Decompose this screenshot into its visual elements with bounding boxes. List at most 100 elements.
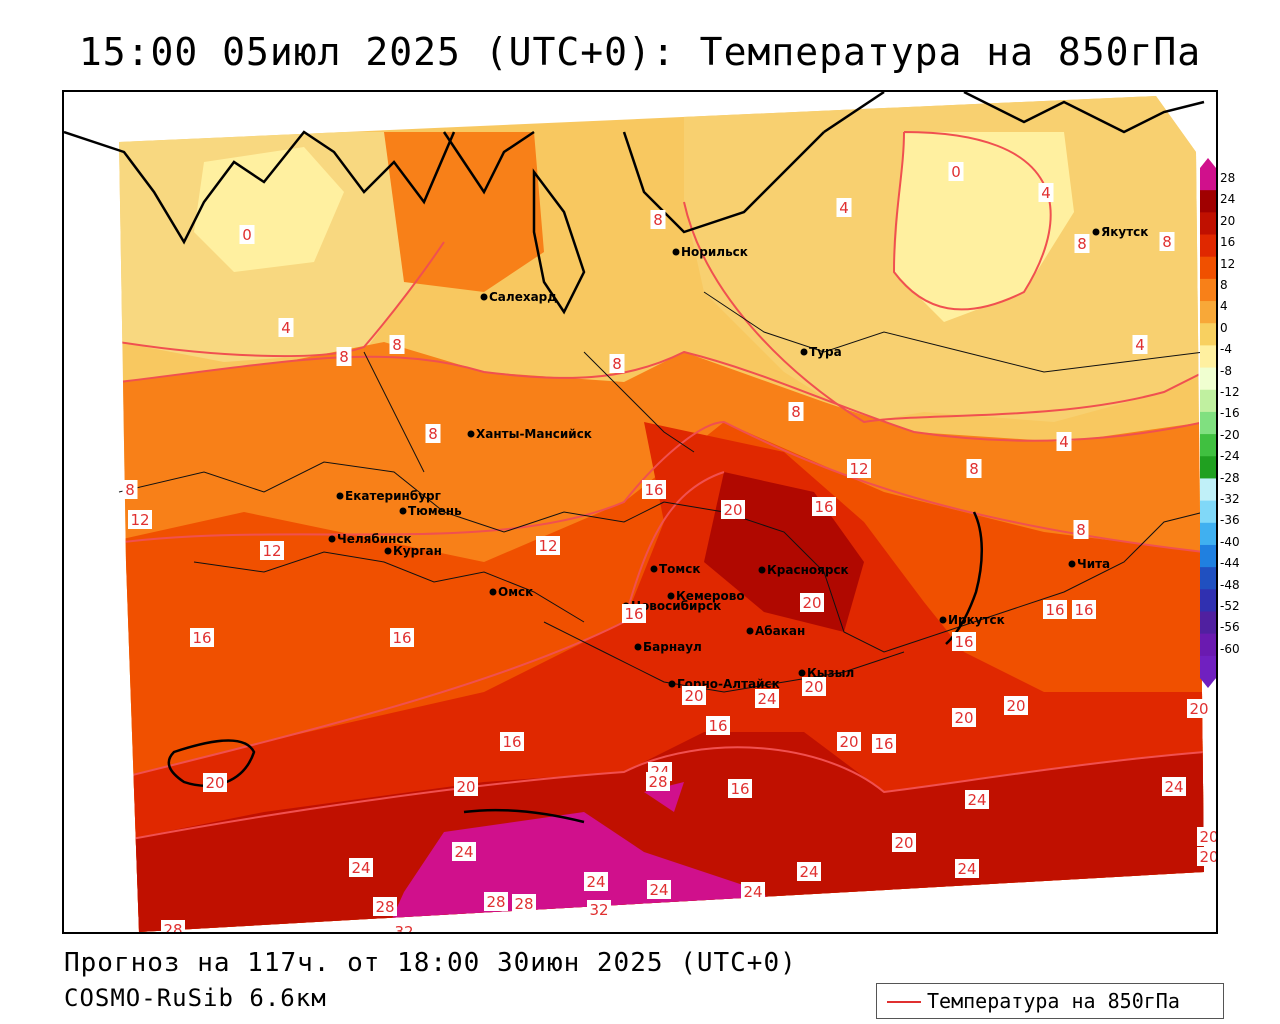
isotherm-value-label: 16 [728, 779, 752, 798]
isotherm-value-label: 20 [454, 777, 478, 796]
isotherm-value: 28 [648, 773, 667, 791]
colorbar-tick-label: 4 [1220, 299, 1228, 314]
city-layer: Салехард Норильск Якутск Тура Ханты-Мансийск… [328, 225, 1148, 691]
city-label: Курган [393, 544, 442, 558]
colorbar-tick-label: 20 [1220, 213, 1236, 228]
isotherm-value: 16 [954, 633, 973, 651]
city-marker: Якутск [1092, 225, 1148, 239]
isotherm-value-label: 8 [336, 347, 352, 366]
isotherm-value-label: 16 [1072, 600, 1096, 619]
isotherm-value-label: 20 [837, 732, 861, 751]
isotherm-value-label: 8 [425, 424, 441, 443]
isotherm-value-label: 28 [512, 894, 536, 913]
coastlines [64, 92, 1205, 824]
isotherm-value: 24 [957, 860, 976, 878]
colorbar-max-arrow [1200, 158, 1216, 168]
isotherm-value: 8 [339, 348, 349, 366]
isotherm-value: 4 [839, 199, 849, 217]
colorbar-swatch [1200, 522, 1216, 546]
city-label: Салехард [489, 290, 557, 304]
isotherm-label-layer: 0 0 4 4 4 4 4 8 8 8 8 8 8 8 8 8 8 8 12 12 12 12 16 16 16 16 16 16 16… [122, 162, 1218, 932]
isotherm-value-label: 16 [642, 480, 666, 499]
isotherm-value-label: 16 [190, 628, 214, 647]
city-dot [650, 565, 658, 573]
city-label: Кызыл [807, 666, 854, 680]
legend-line-swatch [887, 1001, 921, 1003]
temperature-map: Салехард Норильск Якутск Тура Ханты-Мансийск… [62, 90, 1218, 934]
isotherm-value-label: 16 [500, 732, 524, 751]
city-label: Красноярск [767, 563, 849, 577]
colorbar-swatch [1200, 611, 1216, 635]
city-dot [1092, 228, 1100, 236]
isotherm-value: 16 [874, 735, 893, 753]
isotherm-value: 12 [130, 511, 149, 529]
isotherm-value-label: 12 [847, 459, 871, 478]
colorbar-swatch [1200, 589, 1216, 612]
city-label: Томск [659, 562, 701, 576]
colorbar-tick-label: -24 [1220, 449, 1240, 464]
city-marker: Салехард [480, 290, 557, 304]
city-dot [746, 627, 754, 635]
isotherm-value-label: 20 [1004, 696, 1028, 715]
isotherm-value: 16 [192, 629, 211, 647]
colorbar-swatch [1200, 544, 1216, 568]
isotherm-value: 8 [392, 336, 402, 354]
isotherm-value-label: 16 [952, 632, 976, 651]
isotherm-value: 4 [281, 319, 291, 337]
colorbar-swatch [1200, 323, 1216, 346]
isotherm-value: 16 [502, 733, 521, 751]
isotherm-value: 16 [1045, 601, 1064, 619]
isotherm-value-label: 8 [966, 459, 982, 478]
city-marker: Чита [1068, 557, 1110, 571]
isotherm-value-label: 24 [647, 880, 671, 899]
city-label: Омск [498, 585, 533, 599]
isotherm-value: 20 [1189, 700, 1208, 718]
isotherm-value-label: 16 [390, 628, 414, 647]
map-canvas: Салехард Норильск Якутск Тура Ханты-Мансийск… [64, 92, 1218, 932]
isotherm-value: 24 [967, 791, 986, 809]
colorbar-swatch [1200, 278, 1216, 302]
colorbar-tick-label: 16 [1220, 235, 1236, 250]
isotherm-value: 28 [514, 895, 533, 913]
city-label: Тюмень [408, 504, 462, 518]
isotherm-lines [119, 131, 1204, 853]
city-dot [328, 535, 336, 543]
colorbar-min-arrow [1200, 678, 1216, 688]
isotherm-value: 20 [723, 501, 742, 519]
city-dot [1068, 560, 1076, 568]
city-dot [758, 566, 766, 574]
model-name: COSMO-RuSib 6.6км [64, 984, 327, 1012]
colorbar-tick-label: -36 [1220, 513, 1240, 528]
isotherm-value: 4 [1041, 184, 1051, 202]
city-marker: Абакан [746, 624, 805, 638]
isotherm-value-label: 16 [706, 716, 730, 735]
city-label: Иркутск [948, 613, 1005, 627]
isotherm-value-label: 0 [239, 225, 255, 244]
isotherm-value: 4 [1135, 336, 1145, 354]
isotherm-value: 8 [125, 481, 135, 499]
isotherm-value: 8 [653, 211, 663, 229]
isotherm-value-label: 20 [952, 708, 976, 727]
colorbar-swatch [1200, 234, 1216, 258]
isotherm-value-label: 32 [587, 900, 611, 919]
colorbar-tick-label: -12 [1220, 385, 1240, 399]
isotherm-value: 20 [839, 733, 858, 751]
isotherm-value: 20 [804, 678, 823, 696]
isotherm-value: 0 [242, 226, 252, 244]
isotherm-value: 20 [205, 774, 224, 792]
colorbar-tick-label: -40 [1220, 534, 1240, 549]
isotherm-value-label: 20 [1197, 827, 1218, 846]
city-marker: Норильск [672, 245, 748, 259]
isotherm-value: 20 [1199, 828, 1218, 846]
city-label: Норильск [681, 245, 748, 259]
isotherm-value: 16 [814, 498, 833, 516]
colorbar-swatch [1200, 567, 1216, 590]
isotherm-value: 24 [799, 863, 818, 881]
city-marker: Омск [489, 585, 533, 599]
isotherm-value: 16 [392, 629, 411, 647]
city-dot [939, 616, 947, 624]
isotherm-value-label: 4 [836, 198, 852, 217]
city-label: Тура [809, 345, 842, 359]
legend-label: Температура на 850гПа [927, 989, 1180, 1013]
isotherm-value-label: 8 [1074, 234, 1090, 253]
